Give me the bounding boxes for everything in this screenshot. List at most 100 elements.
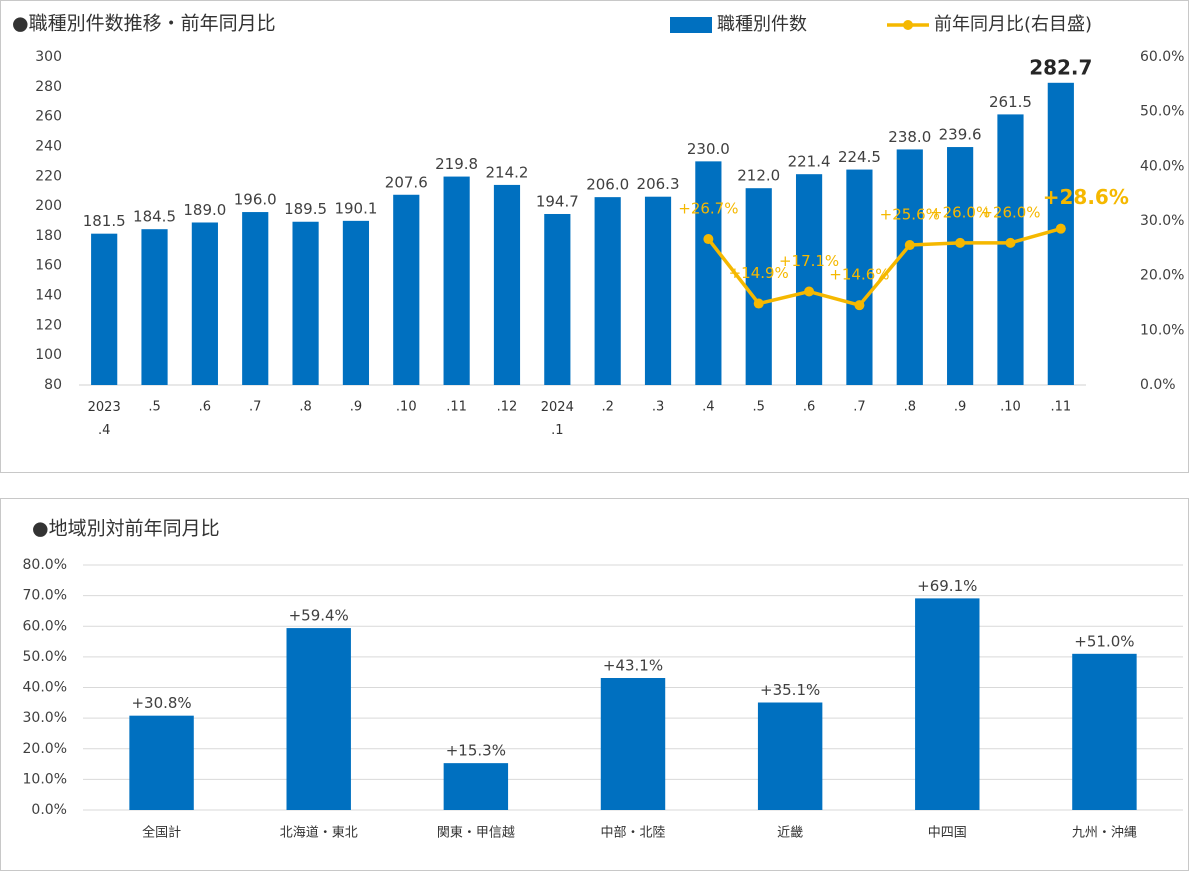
data-label: +15.3% [446, 742, 506, 760]
data-label: 261.5 [989, 93, 1032, 111]
bar [795, 174, 823, 385]
data-label: 190.1 [334, 199, 377, 217]
bar [997, 114, 1024, 386]
panel [0, 498, 1189, 871]
x-tick-label: .11 [1050, 400, 1071, 415]
data-label: 219.8 [435, 155, 478, 173]
y2-tick-label: 60.0% [1140, 49, 1184, 65]
bar [1072, 653, 1137, 810]
bar [393, 194, 420, 385]
y-tick-label: 0.0% [31, 802, 67, 818]
y2-tick-label: 10.0% [1140, 322, 1184, 338]
data-label: +59.4% [289, 607, 349, 625]
x-tick-label: 九州・沖縄 [1072, 826, 1137, 841]
x-tick-label: .5 [753, 400, 765, 415]
y-tick-label: 20.0% [23, 741, 67, 757]
legend-swatch [670, 17, 712, 33]
line-marker [804, 286, 815, 297]
bar [286, 628, 351, 810]
x-tick-label: 中四国 [928, 826, 967, 841]
bar [745, 188, 772, 385]
x-tick-label: .6 [199, 400, 211, 415]
bar [544, 213, 571, 385]
data-label: +26.0% [980, 203, 1040, 221]
x-tick-label: 2024.1 [541, 400, 574, 438]
data-label: 194.7 [536, 192, 579, 210]
bar [757, 702, 823, 810]
x-tick-label: 北海道・東北 [280, 825, 358, 841]
data-label: 224.5 [838, 148, 881, 166]
data-label: 207.6 [385, 173, 428, 191]
bar [91, 233, 118, 385]
data-label: +17.1% [779, 252, 839, 270]
bar [594, 197, 621, 385]
line-marker [904, 240, 915, 251]
bar [896, 149, 923, 385]
data-label: 239.6 [939, 126, 982, 144]
bar [342, 220, 370, 385]
line-marker [703, 234, 714, 245]
bar [493, 184, 521, 385]
bar [695, 161, 722, 385]
data-label: 206.3 [637, 175, 680, 193]
x-tick-label: .7 [853, 400, 865, 415]
y-tick-label: 50.0% [23, 649, 67, 665]
y-tick-label: 200 [35, 198, 62, 214]
bar [129, 715, 194, 810]
data-label: +35.1% [760, 681, 820, 699]
x-tick-label: .11 [446, 400, 467, 415]
y-tick-label: 220 [35, 168, 62, 184]
y-tick-label: 140 [35, 288, 62, 304]
line-marker [955, 237, 966, 248]
data-label: +14.9% [729, 264, 789, 282]
data-label: 214.2 [485, 163, 528, 181]
y-tick-label: 180 [35, 228, 62, 244]
y-tick-label: 100 [35, 347, 62, 363]
data-label: 221.4 [788, 153, 831, 171]
bar [644, 196, 672, 385]
x-tick-label: .12 [497, 400, 518, 415]
x-tick-label: .9 [350, 400, 362, 415]
line-marker [1055, 223, 1066, 234]
x-tick-label: .8 [904, 400, 916, 415]
y2-tick-label: 0.0% [1140, 377, 1176, 393]
data-label: +25.6% [880, 206, 940, 224]
x-tick-label: 2023.4 [88, 400, 121, 438]
data-label: 230.0 [687, 140, 730, 158]
bar [600, 678, 666, 810]
data-label: +30.8% [131, 694, 191, 712]
y-tick-label: 30.0% [23, 710, 67, 726]
x-tick-label: .9 [954, 400, 966, 415]
data-label: +51.0% [1074, 632, 1134, 650]
data-label: 196.0 [234, 191, 277, 209]
bar [292, 221, 319, 385]
line [706, 226, 1062, 307]
x-tick-label: .10 [1000, 400, 1021, 415]
y-tick-label: 240 [35, 138, 62, 154]
data-label: 206.0 [586, 176, 629, 194]
data-label: 189.5 [284, 200, 327, 218]
x-tick-label: .2 [601, 400, 613, 415]
data-label: 282.7 [1029, 55, 1092, 79]
y-tick-label: 80.0% [23, 557, 67, 573]
legend-label: 職種別件数 [717, 14, 807, 35]
bar [191, 222, 218, 385]
x-tick-label: .7 [249, 400, 261, 415]
bar [1047, 82, 1074, 385]
y2-tick-label: 50.0% [1140, 104, 1184, 120]
y-tick-label: 40.0% [23, 680, 67, 696]
y-tick-label: 10.0% [23, 771, 67, 787]
x-tick-label: .8 [299, 400, 311, 415]
y-tick-label: 260 [35, 109, 62, 125]
data-label: 212.0 [737, 167, 780, 185]
chart-title: ●職種別件数推移・前年同月比 [12, 13, 276, 35]
bar [915, 598, 980, 810]
x-tick-label: 全国計 [142, 825, 181, 841]
line-marker [1005, 237, 1016, 248]
data-label: 238.0 [888, 128, 931, 146]
y2-tick-label: 30.0% [1140, 213, 1184, 229]
x-tick-label: 中部・北陸 [600, 825, 665, 841]
y-tick-label: 160 [35, 258, 62, 274]
data-label: +26.0% [930, 203, 990, 221]
